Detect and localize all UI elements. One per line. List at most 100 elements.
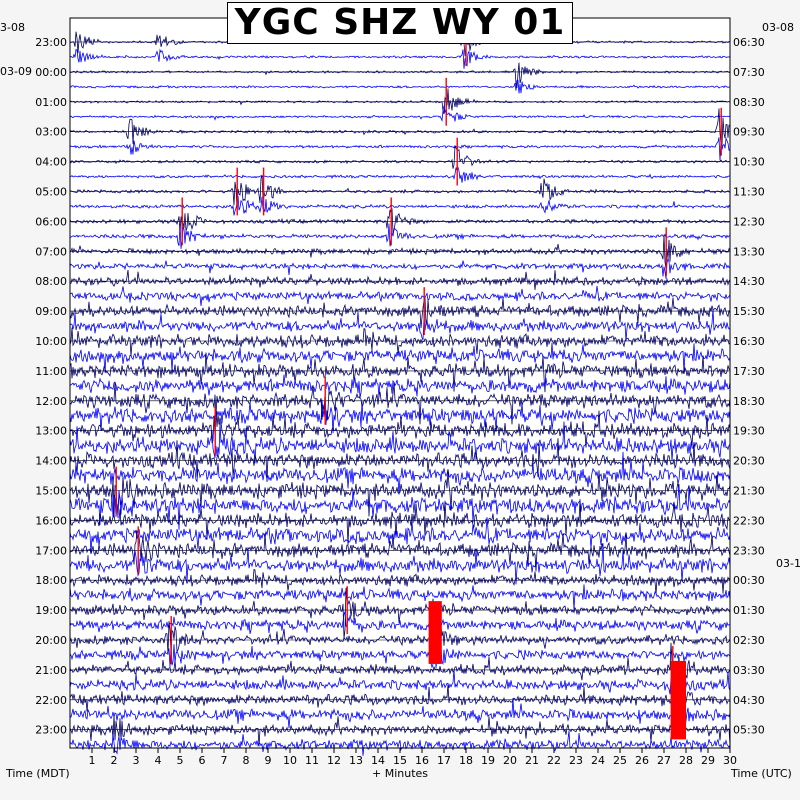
- left-hour-label: 10:00: [35, 335, 67, 348]
- x-tick-label: 25: [613, 754, 627, 767]
- right-hour-label: 23:30: [733, 544, 765, 557]
- x-tick-label: 19: [481, 754, 495, 767]
- right-hour-label: 14:30: [733, 275, 765, 288]
- right-hour-label: 15:30: [733, 305, 765, 318]
- x-tick-label: 30: [723, 754, 737, 767]
- plot-area: [70, 18, 730, 748]
- seismic-trace: [69, 421, 731, 464]
- seismic-trace: [69, 342, 731, 373]
- left-date-label-0: 3-08: [0, 21, 25, 34]
- seismic-trace: [69, 195, 731, 216]
- x-tick-label: 29: [701, 754, 715, 767]
- seismic-trace: [69, 517, 731, 553]
- seismic-trace: [69, 584, 731, 610]
- right-time-labels: 06:30 07:30 08:30 09:30 10:30 11:30 12:30 13:30…: [733, 36, 765, 737]
- left-date-label-1: 03-09: [0, 65, 32, 78]
- x-tick-label: 1: [89, 754, 96, 767]
- x-tick-label: 14: [371, 754, 385, 767]
- seismic-trace: [69, 381, 731, 425]
- right-hour-label: 21:30: [733, 485, 765, 498]
- right-hour-label: 06:30: [733, 36, 765, 49]
- x-tick-label: 27: [657, 754, 671, 767]
- seismic-trace: [69, 669, 731, 702]
- seismic-trace: [69, 642, 731, 694]
- left-hour-label: 01:00: [35, 96, 67, 109]
- right-hour-label: 17:30: [733, 365, 765, 378]
- x-tick-label: 6: [199, 754, 206, 767]
- seismic-trace: [69, 105, 731, 123]
- x-tick-label: 8: [243, 754, 250, 767]
- left-hour-label: 23:00: [35, 36, 67, 49]
- seismic-trace: [69, 484, 731, 530]
- right-hour-label: 05:30: [733, 724, 765, 737]
- right-hour-label: 19:30: [733, 425, 765, 438]
- x-tick-label: 7: [221, 754, 228, 767]
- left-hour-label: 05:00: [35, 186, 67, 199]
- seismic-trace: [69, 543, 731, 585]
- x-tick-label: 11: [305, 754, 319, 767]
- x-tick-label: 9: [265, 754, 272, 767]
- x-tick-label: 15: [393, 754, 407, 767]
- right-hour-label: 01:30: [733, 604, 765, 617]
- seismic-trace: [69, 285, 731, 306]
- left-time-labels: 23:00 00:00 01:00 03:00 04:00 05:00 06:00 07:00…: [35, 36, 67, 737]
- right-date-label-0: 03-08: [762, 21, 794, 34]
- x-tick-label: 5: [177, 754, 184, 767]
- seismic-trace: [69, 136, 731, 161]
- seismic-trace: [69, 145, 731, 169]
- seismic-trace: [69, 165, 730, 183]
- x-tick-label: 4: [155, 754, 162, 767]
- x-tick-label: 26: [635, 754, 649, 767]
- seismic-trace: [69, 352, 731, 393]
- left-hour-label: 18:00: [35, 574, 67, 587]
- right-hour-label: 04:30: [733, 694, 765, 707]
- right-hour-label: 22:30: [733, 514, 765, 527]
- x-axis-label: + Minutes: [372, 767, 428, 780]
- seismic-trace: [69, 308, 731, 342]
- left-hour-label: 16:00: [35, 514, 67, 527]
- seismic-trace: [69, 327, 731, 357]
- left-hour-label: 12:00: [35, 395, 67, 408]
- left-hour-label: 17:00: [35, 544, 67, 557]
- right-hour-label: 12:30: [733, 215, 765, 228]
- left-hour-label: 08:00: [35, 275, 67, 288]
- left-hour-label: 23:00: [35, 724, 67, 737]
- seismic-trace: [69, 438, 731, 483]
- left-hour-label: 21:00: [35, 664, 67, 677]
- seismic-trace: [69, 88, 731, 115]
- trace-lines: [69, 30, 731, 756]
- right-hour-label: 09:30: [733, 126, 765, 139]
- seismic-trace: [69, 258, 731, 279]
- x-tick-label: 23: [569, 754, 583, 767]
- left-hour-label: 11:00: [35, 365, 67, 378]
- x-tick-label: 10: [283, 754, 297, 767]
- right-hour-label: 13:30: [733, 245, 765, 258]
- left-hour-label: 19:00: [35, 604, 67, 617]
- x-tick-label: 3: [133, 754, 140, 767]
- x-tick-label: 24: [591, 754, 605, 767]
- left-hour-label: 13:00: [35, 425, 67, 438]
- seismic-trace: [69, 62, 731, 88]
- left-hour-label: 04:00: [35, 156, 67, 169]
- seismic-trace: [69, 410, 731, 448]
- seismic-trace: [69, 374, 731, 399]
- seismic-trace: [69, 79, 730, 94]
- seismic-trace: [69, 296, 731, 329]
- seismic-trace: [69, 108, 731, 147]
- x-tick-label: 18: [459, 754, 473, 767]
- right-hour-label: 08:30: [733, 96, 765, 109]
- right-hour-label: 00:30: [733, 574, 765, 587]
- seismic-trace: [69, 682, 731, 712]
- seismic-trace: [69, 611, 731, 634]
- x-tick-label: 2: [111, 754, 118, 767]
- left-hour-label: 15:00: [35, 485, 67, 498]
- left-hour-label: 00:00: [35, 66, 67, 79]
- right-date-label-1: 03-1: [776, 557, 800, 570]
- seismic-trace: [69, 619, 731, 665]
- left-hour-label: 06:00: [35, 215, 67, 228]
- right-hour-label: 16:30: [733, 335, 765, 348]
- chart-title: YGC SHZ WY 01: [227, 2, 573, 44]
- seismic-trace: [69, 469, 731, 518]
- seismic-trace: [69, 697, 731, 729]
